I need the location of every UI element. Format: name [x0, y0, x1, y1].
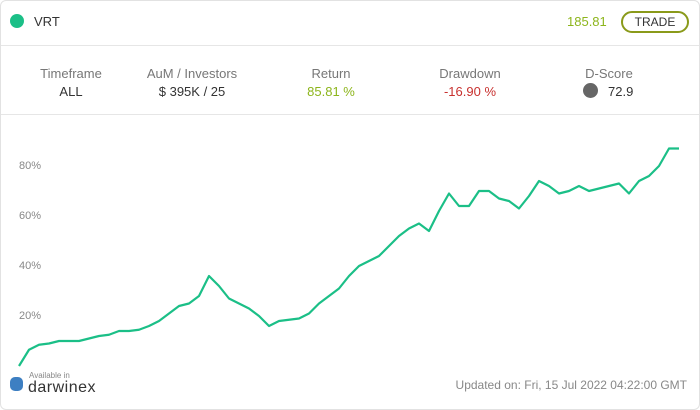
stat-label: Return — [311, 66, 351, 81]
price: 185.81 — [567, 14, 607, 29]
stat-value: -16.90 % — [443, 84, 497, 99]
stat-label: AuM / Investors — [146, 66, 238, 81]
dscore-icon — [583, 83, 598, 98]
logo-icon — [10, 377, 23, 391]
status-dot — [10, 14, 24, 28]
updated-time: Updated on: Fri, 15 Jul 2022 04:22:00 GM… — [455, 378, 687, 392]
stat-value: $ 395K / 25 — [158, 84, 226, 99]
product-name: VRT — [34, 14, 60, 29]
line — [18, 147, 679, 367]
divider — [1, 114, 699, 115]
stat-value: 85.81 % — [307, 84, 355, 99]
brand: darwinex — [28, 379, 97, 396]
stat-label: D-Score — [585, 66, 633, 81]
stat-label: Timeframe — [40, 66, 102, 81]
y-tick-label: 80% — [19, 160, 41, 172]
y-tick-label: 40% — [19, 260, 41, 272]
stat-value: 72.9 — [608, 84, 634, 99]
trade-button[interactable]: TRADE — [621, 11, 689, 33]
stat-value: ALL — [59, 84, 83, 99]
brand-caption: Available in — [29, 371, 70, 380]
divider — [1, 45, 699, 46]
chart: 20% 40% 60% 80% — [18, 147, 679, 367]
stat-label: Drawdown — [439, 66, 501, 81]
y-tick-label: 20% — [19, 310, 41, 322]
y-tick-label: 60% — [19, 210, 41, 222]
